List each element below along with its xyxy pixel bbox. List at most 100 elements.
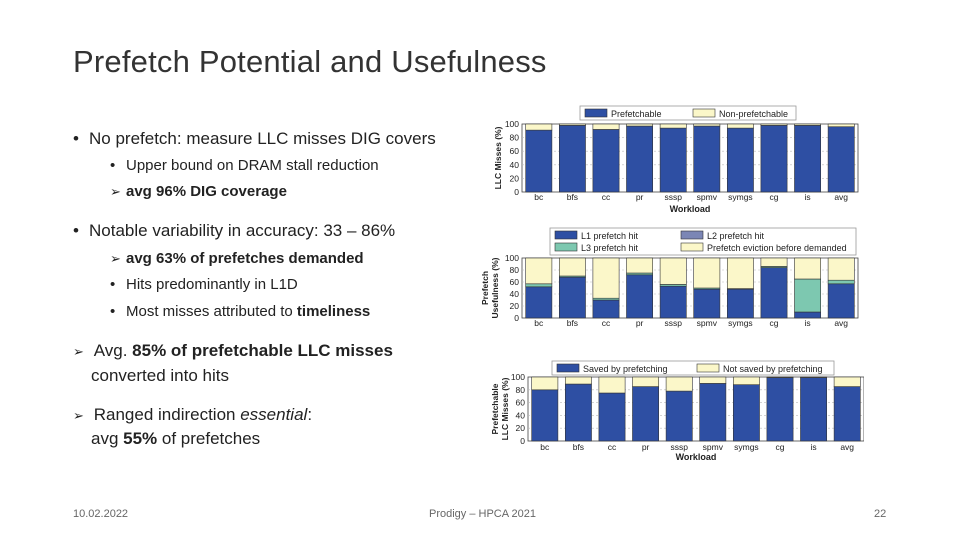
bullet-dot-icon: • — [110, 303, 116, 320]
bullet-variability: • Notable variability in accuracy: 33 – 8… — [73, 221, 395, 241]
legend-label: Saved by prefetching — [583, 364, 668, 374]
bar-segment — [760, 267, 788, 319]
bar-segment — [732, 376, 760, 385]
x-tick-label: cg — [770, 192, 779, 202]
bar-segment — [827, 279, 855, 285]
bar-segment — [598, 376, 626, 394]
bullet-text: of prefetches — [157, 429, 261, 448]
y-axis-label: Prefetchable — [490, 383, 500, 434]
x-tick-label: symgs — [728, 192, 753, 202]
bar-segment — [693, 125, 721, 193]
slide-title: Prefetch Potential and Usefulness — [73, 44, 547, 79]
bar-segment — [564, 376, 592, 385]
bullet-text: Ranged indirection — [93, 405, 241, 424]
bar-segment — [794, 125, 822, 193]
footer-date: 10.02.2022 — [73, 508, 129, 520]
bar-segment — [592, 257, 620, 299]
x-axis-label: Workload — [670, 204, 711, 214]
bar-segment — [726, 127, 754, 193]
legend-label: Prefetchable — [611, 109, 662, 119]
arrow-bullet-icon: ➢ — [110, 184, 121, 199]
legend-swatch — [554, 242, 578, 252]
x-tick-label: pr — [642, 442, 650, 452]
bar-segment — [525, 129, 553, 193]
bar-segment — [626, 125, 654, 193]
x-tick-label: cg — [776, 442, 785, 452]
bar-segment — [592, 129, 620, 193]
x-tick-label: avg — [834, 192, 848, 202]
bullet-text: avg — [91, 429, 124, 448]
bullet-ranged-line2: avg 55% of prefetches — [91, 429, 260, 449]
bar-segment — [558, 276, 586, 319]
bar-segment — [766, 377, 794, 442]
bar-segment — [693, 123, 721, 127]
bar-segment — [760, 123, 788, 126]
y-tick-label: 20 — [510, 301, 520, 311]
bar-segment — [699, 383, 727, 442]
x-tick-label: bc — [534, 192, 544, 202]
x-tick-label: bfs — [567, 318, 578, 328]
bar-segment — [665, 390, 693, 442]
legend-swatch — [692, 108, 716, 118]
bullet-no-prefetch: • No prefetch: measure LLC misses DIG cov… — [73, 129, 436, 149]
footer-center: Prodigy – HPCA 2021 — [429, 508, 537, 520]
bullet-bold-text: timeliness — [296, 303, 371, 320]
x-tick-label: bc — [534, 318, 544, 328]
bar-segment — [726, 257, 754, 289]
bullet-text: Most misses attributed to — [126, 303, 297, 320]
arrow-bullet-icon: ➢ — [73, 408, 84, 423]
bar-segment — [598, 392, 626, 442]
legend-box — [551, 360, 835, 376]
legend-label: L1 prefetch hit — [581, 231, 639, 241]
y-tick-label: 0 — [514, 187, 519, 197]
x-tick-label: bfs — [567, 192, 578, 202]
sub-bullet-upper-bound: • Upper bound on DRAM stall reduction — [110, 157, 379, 174]
x-tick-label: spmv — [697, 192, 718, 202]
y-axis-label: Prefetch — [480, 271, 490, 305]
y-tick-label: 60 — [516, 398, 526, 408]
bar-segment — [800, 377, 828, 442]
x-tick-label: spmv — [697, 318, 718, 328]
bar-segment — [626, 123, 654, 127]
bullet-avg-85-line2: converted into hits — [91, 366, 229, 386]
y-tick-label: 80 — [510, 265, 520, 275]
bar-segment — [794, 257, 822, 280]
bar-segment — [558, 125, 586, 193]
bar-segment — [833, 386, 861, 442]
bar-segment — [827, 126, 855, 193]
sub-bullet-demanded: ➢ avg 63% of prefetches demanded — [110, 250, 364, 267]
y-tick-label: 100 — [505, 253, 519, 263]
bar-segment — [827, 123, 855, 128]
bullet-dot-icon: • — [110, 157, 116, 174]
y-tick-label: 40 — [510, 160, 520, 170]
y-tick-label: 0 — [514, 313, 519, 323]
y-tick-label: 80 — [510, 133, 520, 143]
legend-label: L3 prefetch hit — [581, 243, 639, 253]
arrow-bullet-icon: ➢ — [110, 251, 121, 266]
chart-prefetch-usefulness: L1 prefetch hit L2 prefetch hit L3 prefetc… — [480, 227, 859, 328]
y-axis-label: LLC Misses (%) — [500, 377, 510, 440]
bar-segment — [827, 283, 855, 319]
x-tick-label: cc — [602, 318, 611, 328]
bullet-emphasis-text: essential — [240, 405, 308, 424]
y-axis-label: Usefulness (%) — [490, 257, 500, 318]
bullet-text: Notable variability in accuracy: 33 – 86… — [89, 221, 396, 240]
bullet-text: Avg. — [93, 341, 133, 360]
bar-segment — [732, 384, 760, 442]
x-axis-label: Workload — [676, 452, 717, 462]
x-tick-label: avg — [840, 442, 854, 452]
bar-segment — [659, 127, 687, 193]
bar-segment — [531, 376, 559, 391]
bar-segment — [726, 123, 754, 129]
bar-segment — [665, 376, 693, 392]
x-tick-label: avg — [834, 318, 848, 328]
bar-segment — [760, 125, 788, 193]
bullet-text: : — [307, 405, 313, 424]
bar-segment — [632, 376, 660, 387]
x-tick-label: sssp — [664, 192, 682, 202]
bar-segment — [659, 123, 687, 129]
sub-bullet-dig-coverage: ➢ avg 96% DIG coverage — [110, 183, 287, 200]
sub-bullet-l1d: • Hits predominantly in L1D — [110, 276, 298, 293]
bullet-text: No prefetch: measure LLC misses DIG cove… — [89, 129, 436, 148]
bar-segment — [766, 376, 794, 378]
